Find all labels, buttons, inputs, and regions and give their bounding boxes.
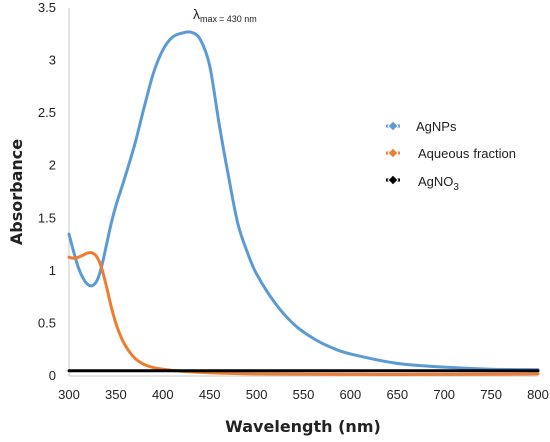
lambda-symbol: λ [193, 6, 200, 22]
legend-label-aqueous-fraction: Aqueous fraction [418, 146, 516, 161]
x-tick-label: 400 [152, 387, 174, 402]
x-tick-label: 650 [386, 387, 408, 402]
x-tick-label: 700 [433, 387, 455, 402]
y-tick-label: 1 [49, 263, 56, 278]
legend-item-aqueous-fraction: Aqueous fraction [386, 146, 516, 161]
plot-area: 300 350 400 450 500 550 600 650 700 750 800 0 0.5 1 1… [38, 0, 549, 402]
y-tick-label: 0.5 [38, 315, 56, 330]
x-tick-label: 750 [480, 387, 502, 402]
y-tick-label: 2.5 [38, 105, 56, 120]
x-axis-title: Wavelength (nm) [225, 417, 381, 436]
lambda-value: = 430 nm [219, 14, 257, 24]
series-line-agnps [67, 30, 540, 372]
y-tick-label: 3 [49, 53, 56, 68]
x-tick-label: 600 [340, 387, 362, 402]
legend-label-agnps: AgNPs [416, 119, 457, 134]
legend-marker-agnps [387, 120, 399, 132]
y-tick-label: 0 [49, 368, 56, 383]
legend-item-agnps: AgNPs [386, 119, 457, 134]
lambda-subscript: max [200, 14, 218, 24]
y-tick-label: 1.5 [38, 210, 56, 225]
legend: AgNPs Aqueous fraction AgNO3 [386, 119, 516, 193]
y-tick-label: 3.5 [38, 0, 56, 15]
legend-item-agno3: AgNO3 [386, 174, 459, 193]
x-tick-label: 550 [293, 387, 315, 402]
x-tick-label: 450 [199, 387, 221, 402]
y-tick-labels: 0 0.5 1 1.5 2 2.5 3 3.5 [38, 0, 56, 383]
x-tick-label: 500 [246, 387, 268, 402]
y-axis-title: Absorbance [7, 139, 26, 245]
x-tick-label: 800 [527, 387, 549, 402]
x-tick-label: 300 [58, 387, 80, 402]
x-tick-label: 350 [105, 387, 127, 402]
legend-marker-agno3 [387, 174, 399, 186]
x-tick-labels: 300 350 400 450 500 550 600 650 700 750 800 [58, 387, 549, 402]
lambda-max-annotation: λmax = 430 nm [193, 6, 257, 24]
legend-marker-aqueous-fraction [387, 147, 399, 159]
y-tick-label: 2 [49, 158, 56, 173]
series-line-aqueous-fraction [67, 251, 540, 376]
legend-label-agno3: AgNO3 [418, 174, 459, 193]
series-lines [67, 30, 540, 376]
